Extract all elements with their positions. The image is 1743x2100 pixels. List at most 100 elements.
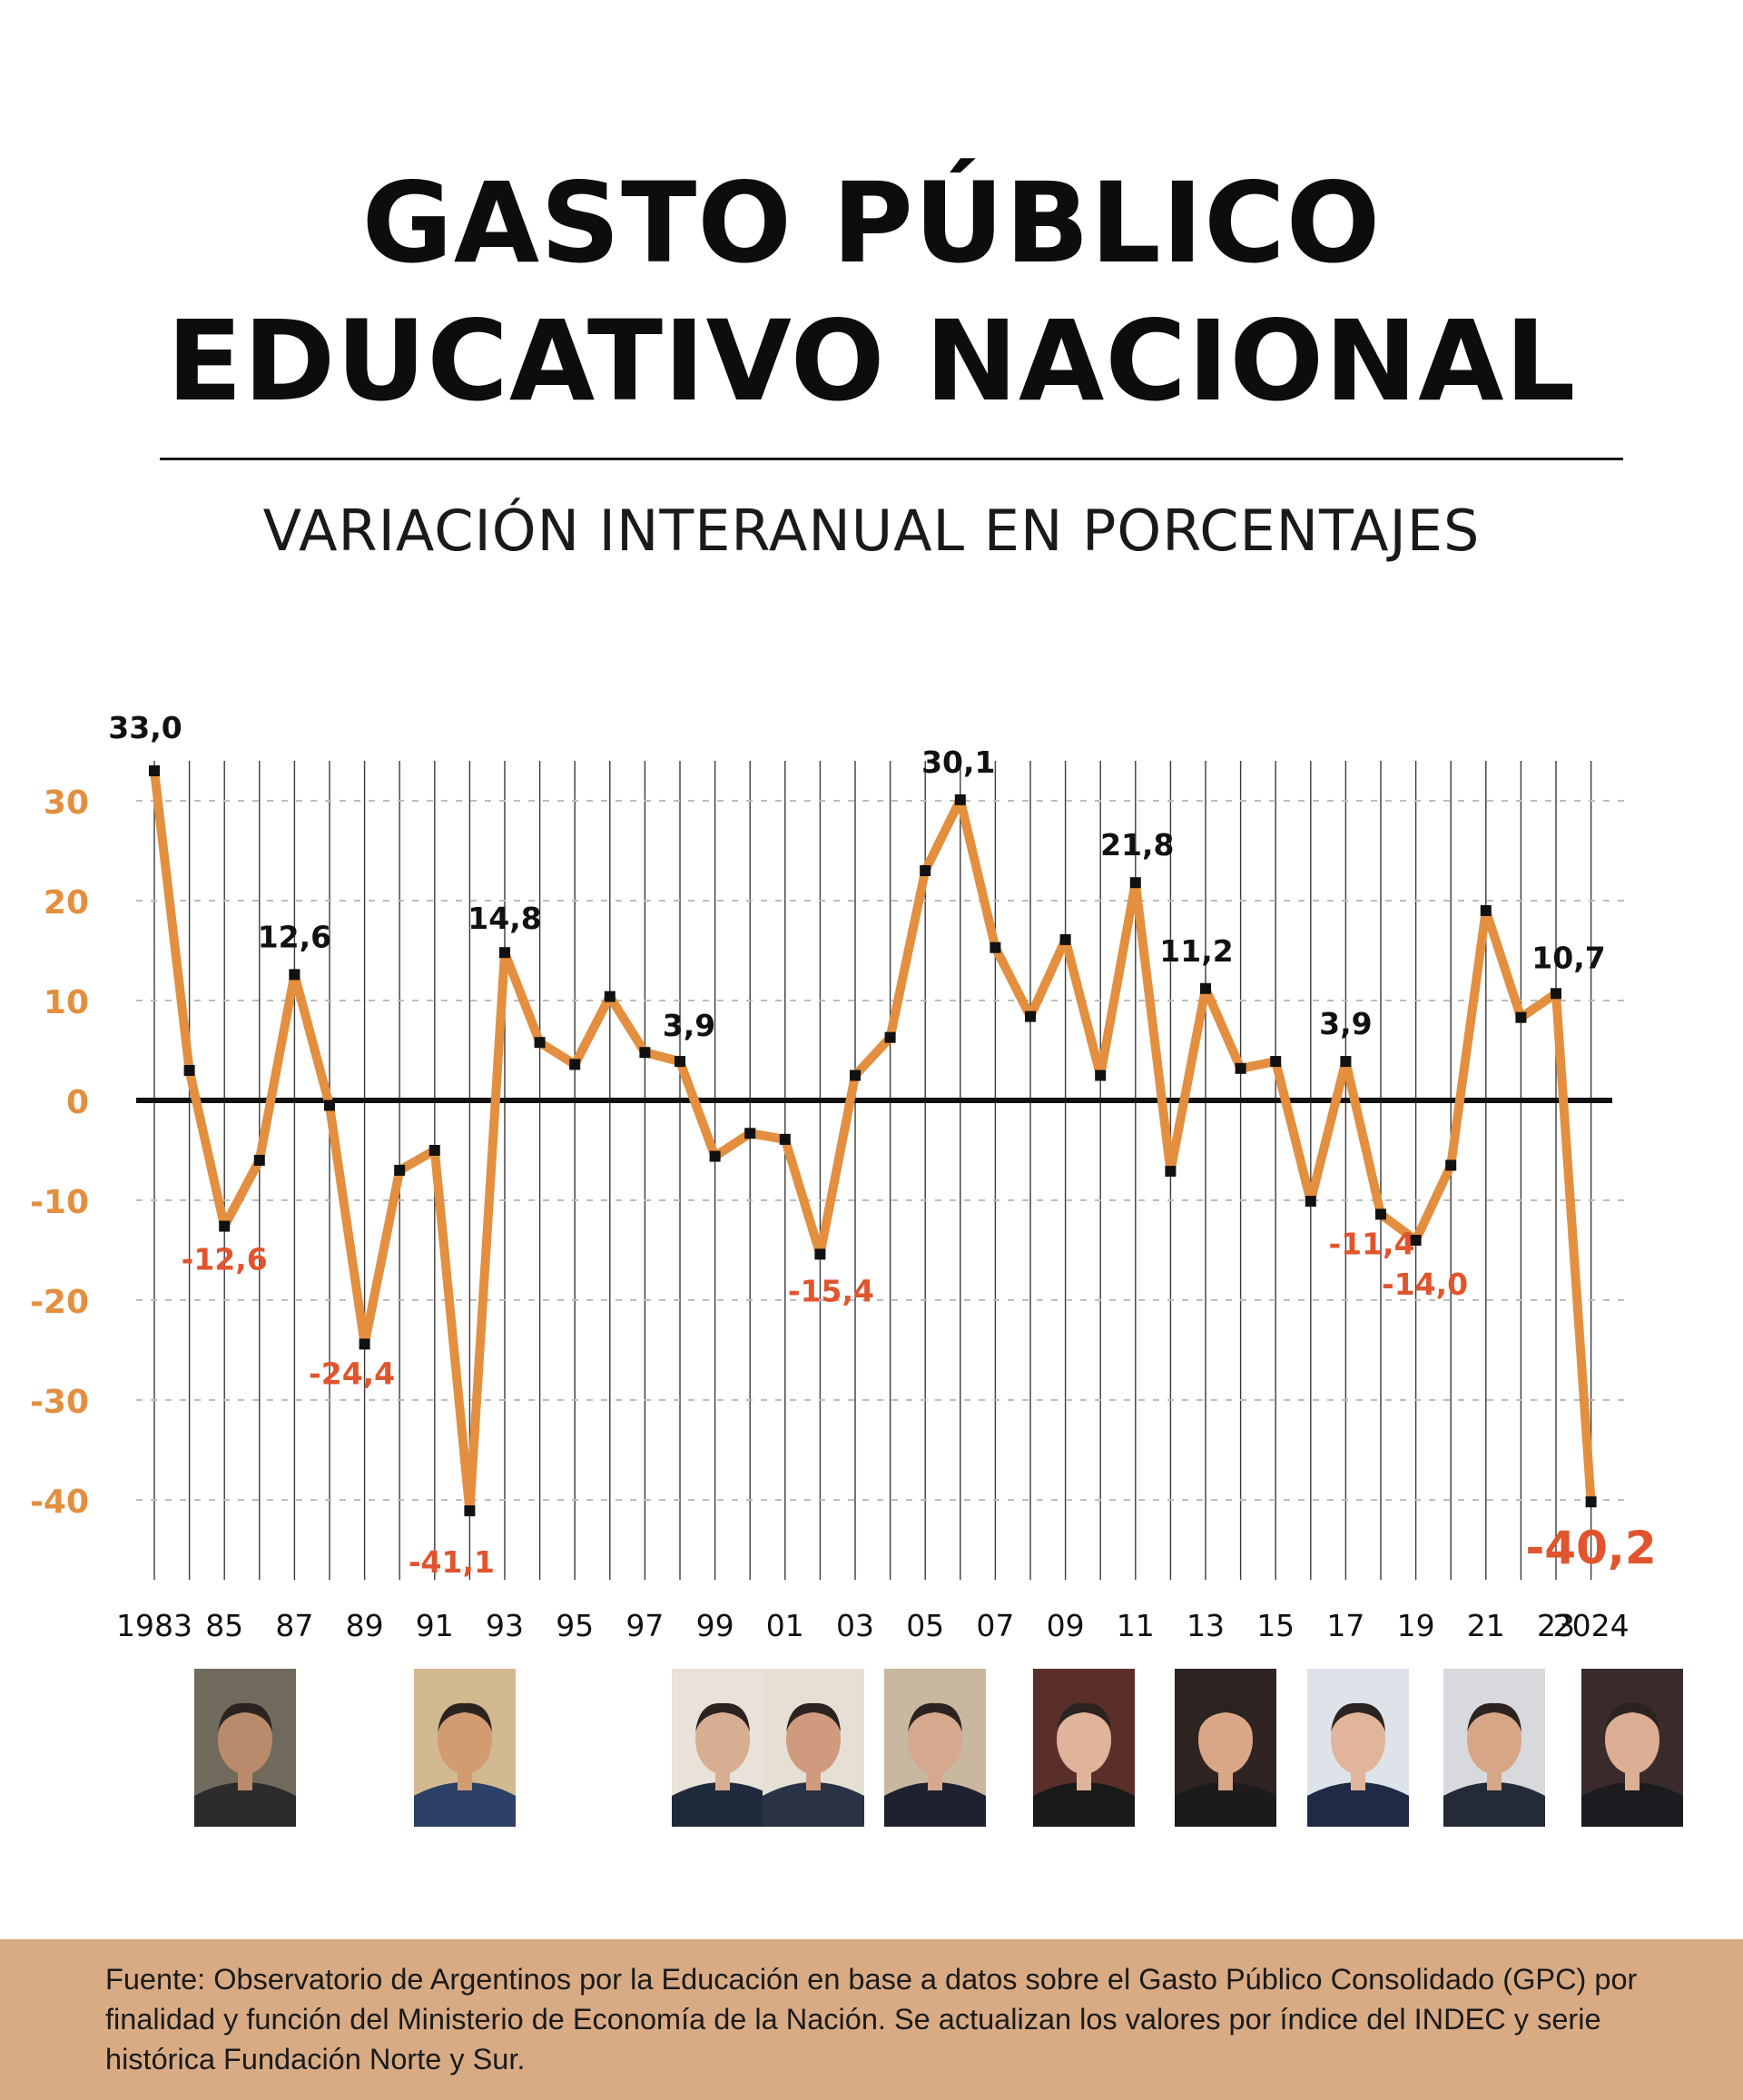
title-block: GASTO PÚBLICO EDUCATIVO NACIONAL (0, 154, 1743, 430)
data-point-2019 (1410, 1235, 1422, 1246)
data-point-1994 (534, 1037, 546, 1049)
data-point-1996 (604, 991, 615, 1002)
data-point-1992 (464, 1505, 476, 1517)
x-tick-label-1983: 1983 (116, 1608, 192, 1643)
data-point-2001 (779, 1133, 791, 1145)
person-photo-icon (194, 1669, 296, 1827)
data-point-2016 (1305, 1196, 1316, 1208)
x-tick-label-2024: 2024 (1553, 1608, 1630, 1643)
person-photo-icon (763, 1669, 864, 1827)
series-line (150, 766, 1596, 1516)
data-label-2006: 30,1 (921, 744, 995, 780)
page-title-line-1: GASTO PÚBLICO (361, 159, 1382, 288)
person-photo-icon (1307, 1669, 1409, 1827)
x-tick-label-15: 15 (1256, 1608, 1295, 1643)
y-tick-label-10: 10 (44, 984, 89, 1021)
data-point-2002 (814, 1248, 826, 1260)
data-point-2000 (744, 1128, 756, 1139)
data-point-2009 (1059, 933, 1071, 945)
data-label-2011: 21,8 (1100, 827, 1174, 863)
horizontal-gridlines (136, 800, 1625, 1501)
y-tick-label--10: -10 (30, 1184, 89, 1221)
data-point-1986 (253, 1155, 265, 1166)
person-photo-icon (1443, 1669, 1545, 1827)
x-tick-label-01: 01 (766, 1608, 804, 1643)
data-point-1990 (394, 1165, 406, 1176)
data-point-1999 (709, 1150, 721, 1162)
data-labels: 33,0 -12,6 12,6 -24,4 -41,1 14,8 3,9 -15,4 30,1 2… (108, 710, 1656, 1580)
president-portrait-1989 (414, 1669, 516, 1827)
x-tick-labels: 1983 85 87 89 91 93 95 97 99 01 03 05 07 09 11 13 15 17 19… (116, 1608, 1630, 1643)
data-label-1993: 14,8 (468, 901, 541, 936)
data-point-2004 (884, 1031, 896, 1043)
data-point-2024 (1585, 1496, 1597, 1508)
x-tick-label-93: 93 (486, 1608, 524, 1643)
x-tick-label-89: 89 (346, 1608, 384, 1643)
president-portrait-1999 (672, 1669, 773, 1827)
data-point-2014 (1235, 1062, 1246, 1074)
x-tick-label-09: 09 (1047, 1608, 1085, 1643)
data-point-2010 (1095, 1070, 1107, 1081)
data-point-2018 (1375, 1208, 1386, 1220)
data-points-layer (149, 765, 1597, 1517)
x-tick-label-91: 91 (416, 1608, 454, 1643)
data-point-1987 (289, 969, 300, 981)
data-point-1983 (149, 765, 160, 776)
source-footer: Fuente: Observatorio de Argentinos por l… (0, 1939, 1743, 2100)
person-photo-icon (884, 1669, 986, 1827)
series-line-layer (150, 766, 1596, 1516)
page-title-line-2: EDUCATIVO NACIONAL (166, 297, 1577, 426)
y-tick-label-20: 20 (44, 884, 89, 922)
x-tick-label-99: 99 (696, 1608, 734, 1643)
president-portrait-2011 (1175, 1669, 1276, 1827)
y-tick-label-30: 30 (44, 784, 89, 822)
x-tick-label-97: 97 (625, 1608, 664, 1643)
y-tick-label--40: -40 (30, 1484, 89, 1521)
person-photo-icon (1581, 1669, 1683, 1827)
data-point-1993 (499, 947, 510, 959)
data-point-2006 (954, 794, 966, 805)
data-point-2011 (1129, 877, 1141, 889)
data-label-1987: 12,6 (258, 919, 331, 954)
president-portrait-2019 (1443, 1669, 1545, 1827)
presidents-portrait-row (0, 1669, 1743, 1829)
person-photo-icon (1175, 1669, 1276, 1827)
person-photo-icon (414, 1669, 516, 1827)
data-point-2003 (850, 1070, 861, 1081)
data-label-2019: -14,0 (1382, 1267, 1468, 1302)
data-label-1985: -12,6 (182, 1242, 268, 1277)
x-tick-label-03: 03 (836, 1608, 874, 1643)
data-point-2005 (920, 865, 931, 876)
data-label-2017: 3,9 (1319, 1006, 1372, 1041)
president-portrait-1983 (194, 1669, 296, 1827)
x-tick-label-85: 85 (205, 1608, 243, 1643)
president-portrait-2001 (763, 1669, 864, 1827)
y-tick-label-0: 0 (66, 1084, 89, 1121)
data-point-2013 (1200, 982, 1211, 994)
chart-subtitle: VARIACIÓN INTERANUAL EN PORCENTAJES (262, 498, 1481, 564)
x-tick-label-21: 21 (1467, 1608, 1505, 1643)
data-point-1998 (675, 1056, 685, 1068)
data-point-2015 (1270, 1056, 1282, 1068)
data-point-1997 (639, 1047, 651, 1059)
x-tick-label-87: 87 (275, 1608, 313, 1643)
data-label-1992: -41,1 (409, 1544, 495, 1580)
x-tick-label-05: 05 (906, 1608, 944, 1643)
data-label-2024: -40,2 (1526, 1522, 1657, 1574)
data-label-2018: -11,4 (1328, 1226, 1414, 1261)
data-point-1984 (183, 1065, 195, 1076)
person-photo-icon (672, 1669, 773, 1827)
president-portrait-2015 (1307, 1669, 1409, 1827)
y-tick-labels: 30 20 10 0 -10 -20 -30 -40 (30, 784, 89, 1521)
data-point-1989 (359, 1338, 370, 1350)
x-tick-label-11: 11 (1117, 1608, 1155, 1643)
data-point-1995 (569, 1059, 581, 1070)
x-tick-label-07: 07 (976, 1608, 1014, 1643)
data-point-2007 (990, 942, 1001, 953)
x-tick-label-95: 95 (556, 1608, 594, 1643)
title-divider (160, 458, 1623, 460)
data-point-2022 (1515, 1011, 1527, 1023)
president-portrait-2003 (884, 1669, 986, 1827)
data-point-2012 (1165, 1166, 1177, 1178)
data-label-2002: -15,4 (788, 1273, 874, 1308)
